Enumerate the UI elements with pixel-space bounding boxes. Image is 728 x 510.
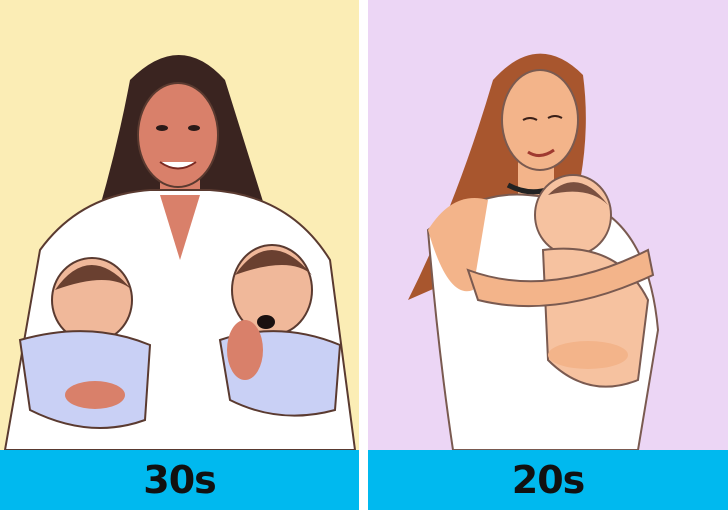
illustration-mother-with-twins <box>3 55 357 450</box>
age-label-30s: 30s <box>143 458 216 502</box>
label-bar-20s: 20s <box>368 450 728 510</box>
panel-20s <box>368 0 728 450</box>
illustration-young-mother-with-baby <box>408 53 660 450</box>
panel-30s <box>0 0 359 450</box>
age-label-20s: 20s <box>511 458 585 502</box>
label-bar-30s: 30s <box>0 450 359 510</box>
